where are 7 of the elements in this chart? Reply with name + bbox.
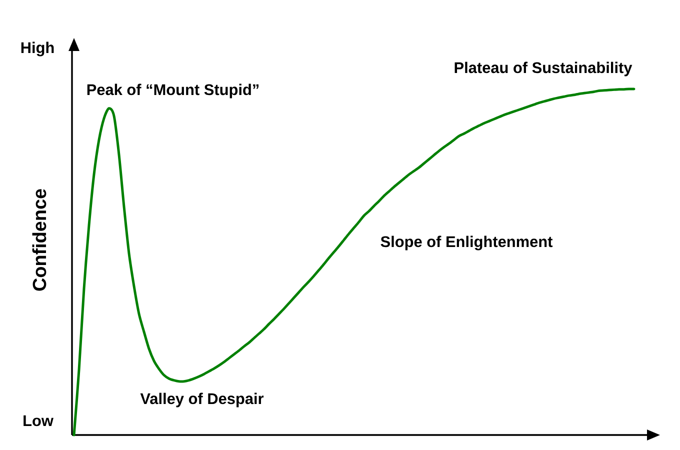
text: High (21, 42, 54, 56)
annotation: Peak of “Mount Stupid” (87, 84, 259, 98)
text: Plateau of Sustainability (454, 62, 632, 76)
annotation: Valley of Despair (140, 392, 264, 408)
y-axis-title: Confidence (32, 189, 46, 291)
text: Low (24, 415, 54, 426)
annotation: Slope of Enlightenment (380, 236, 553, 250)
